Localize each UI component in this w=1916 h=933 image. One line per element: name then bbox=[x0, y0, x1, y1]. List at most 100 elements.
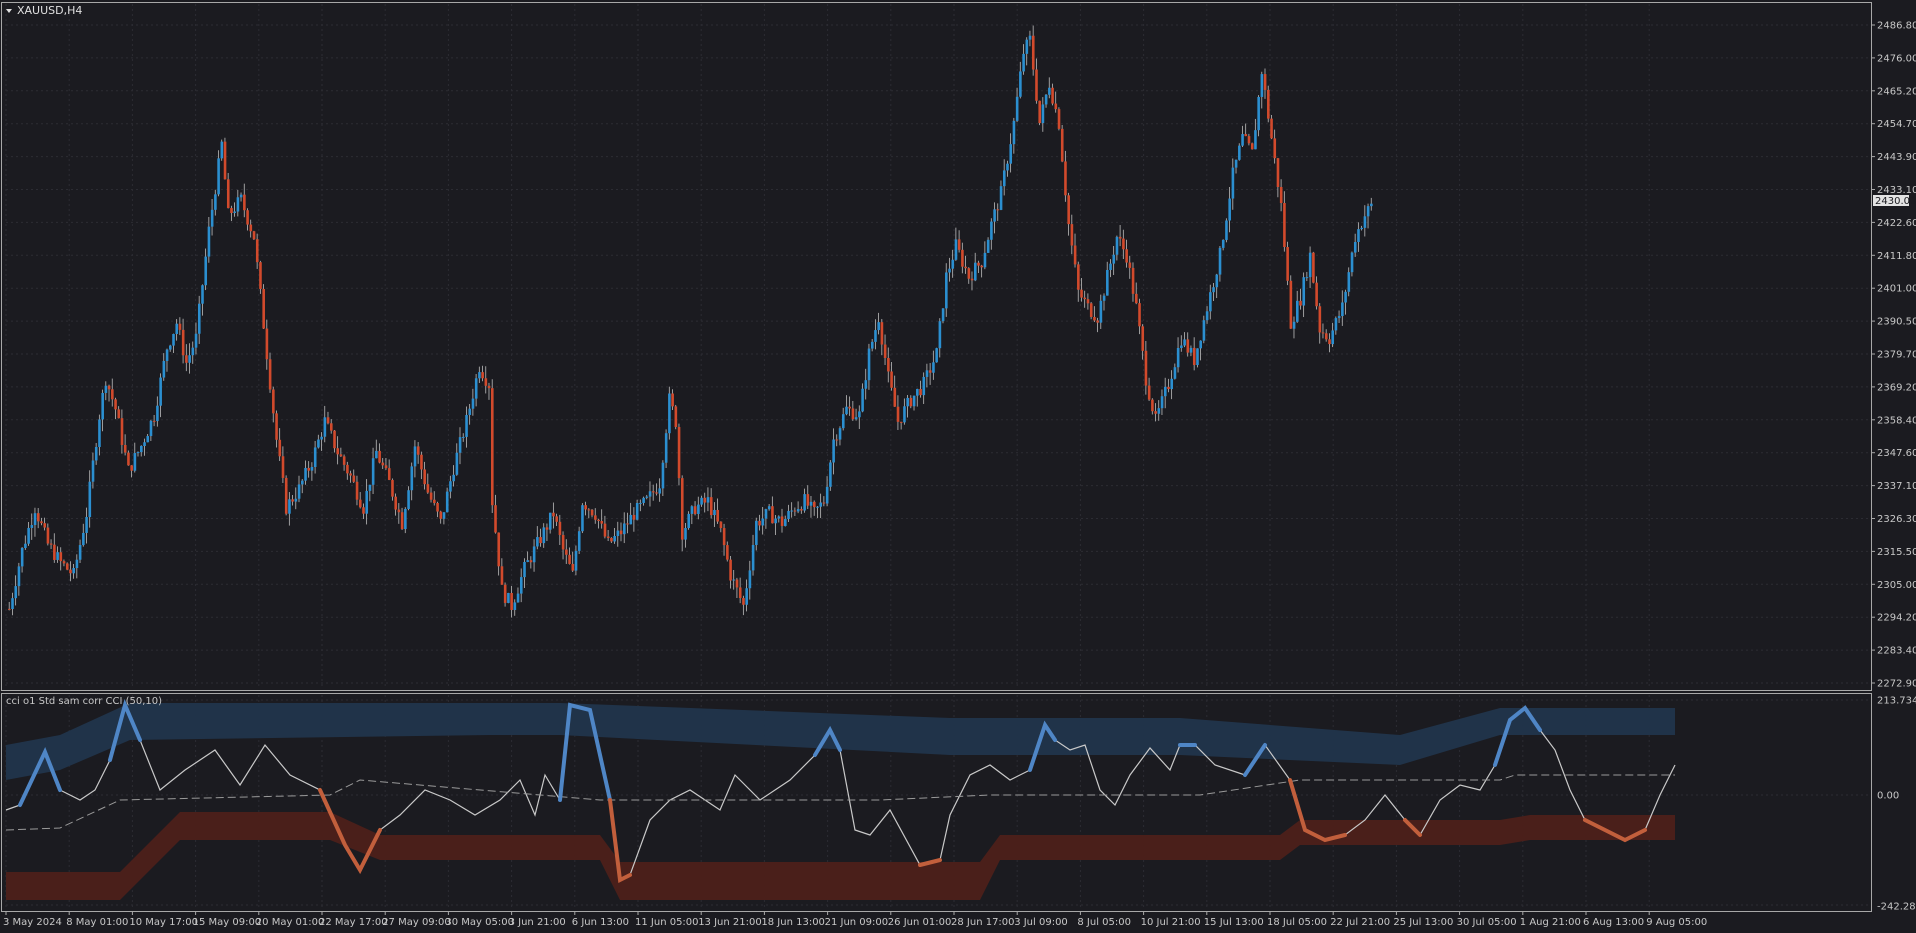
candle-body bbox=[896, 406, 900, 422]
candle-body bbox=[713, 509, 716, 516]
candle-body bbox=[497, 532, 501, 567]
candle-body bbox=[594, 515, 597, 520]
candle-body bbox=[738, 587, 742, 599]
candle-body bbox=[101, 392, 104, 420]
candle-body bbox=[278, 439, 282, 457]
candle-body bbox=[1118, 236, 1122, 239]
time-tick-label: 6 Aug 13:00 bbox=[1583, 917, 1644, 928]
triangle-down-icon[interactable] bbox=[6, 9, 12, 13]
candle-body bbox=[1096, 320, 1099, 323]
candle-body bbox=[1302, 277, 1306, 306]
price-tick-label: 2369.20 bbox=[1877, 382, 1916, 393]
candle-body bbox=[1180, 345, 1183, 349]
candle-body bbox=[558, 521, 562, 535]
candle-body bbox=[1299, 300, 1302, 306]
candle-body bbox=[56, 552, 59, 560]
candle-body bbox=[507, 592, 510, 603]
candle-body bbox=[120, 418, 124, 445]
price-tick-label: 2486.80 bbox=[1877, 21, 1916, 32]
candle-body bbox=[1199, 340, 1202, 349]
candle-body bbox=[742, 598, 745, 605]
candle-body bbox=[629, 514, 633, 525]
candle-body bbox=[1247, 136, 1251, 144]
candle-body bbox=[790, 510, 794, 512]
candle-body bbox=[1170, 378, 1174, 390]
price-tick-label: 2433.10 bbox=[1877, 185, 1916, 196]
price-tick-label: 2422.60 bbox=[1877, 218, 1916, 229]
candle-body bbox=[706, 497, 710, 503]
candle-body bbox=[243, 194, 246, 211]
candle-body bbox=[1315, 282, 1318, 307]
candle-body bbox=[970, 278, 974, 281]
candle-body bbox=[980, 265, 984, 268]
candle-body bbox=[755, 520, 758, 545]
price-tick-label: 2465.20 bbox=[1877, 86, 1916, 97]
candle-body bbox=[1157, 408, 1161, 414]
candle-body bbox=[1025, 39, 1029, 54]
candle-body bbox=[333, 430, 336, 449]
candle-body bbox=[954, 239, 958, 260]
time-tick-label: 10 May 17:00 bbox=[129, 917, 198, 928]
candle-body bbox=[288, 499, 291, 514]
time-tick-label: 15 Jul 13:00 bbox=[1204, 917, 1264, 928]
candle-body bbox=[864, 380, 868, 389]
candle-body bbox=[1060, 128, 1064, 162]
candle-body bbox=[996, 209, 1000, 211]
candle-body bbox=[906, 397, 909, 407]
candle-body bbox=[82, 532, 85, 546]
candle-body bbox=[1241, 134, 1244, 146]
candle-body bbox=[684, 528, 687, 540]
time-tick-label: 25 Jul 13:00 bbox=[1393, 917, 1453, 928]
candle-body bbox=[17, 566, 21, 587]
candle-body bbox=[1089, 303, 1093, 317]
candle-body bbox=[613, 536, 616, 542]
cci-overbought-segment bbox=[1493, 705, 1542, 767]
candle-body bbox=[690, 506, 694, 514]
candle-body bbox=[323, 417, 327, 437]
candle-body bbox=[1305, 277, 1309, 279]
candle-body bbox=[829, 462, 832, 487]
candle-body bbox=[887, 357, 890, 372]
candle-body bbox=[1341, 302, 1344, 317]
candle-body bbox=[175, 323, 179, 334]
candle-body bbox=[1267, 89, 1270, 119]
cci-oversold-segment bbox=[318, 788, 382, 875]
candle-body bbox=[410, 466, 414, 491]
candle-body bbox=[458, 437, 462, 453]
time-tick-label: 8 May 01:00 bbox=[66, 917, 128, 928]
candle-body bbox=[1163, 386, 1167, 397]
candle-body bbox=[230, 208, 233, 213]
time-tick-label: 8 Jul 05:00 bbox=[1077, 917, 1131, 928]
cci-oversold-segment bbox=[1583, 818, 1647, 843]
candle-body bbox=[503, 584, 507, 603]
candle-body bbox=[1160, 396, 1164, 409]
candle-body bbox=[877, 322, 880, 331]
candle-body bbox=[941, 308, 945, 322]
candle-body bbox=[368, 484, 372, 491]
candle-body bbox=[542, 527, 546, 544]
candle-body bbox=[272, 389, 275, 414]
candle-body bbox=[1324, 333, 1328, 340]
candle-body bbox=[893, 387, 897, 407]
candle-body bbox=[825, 486, 829, 504]
candle-body bbox=[358, 499, 362, 508]
candle-body bbox=[1228, 198, 1231, 221]
cci-oversold-segment bbox=[1288, 778, 1347, 843]
price-tick-label: 2283.40 bbox=[1877, 646, 1916, 657]
candle-body bbox=[822, 502, 826, 504]
candle-body bbox=[668, 393, 671, 434]
candle-body bbox=[217, 158, 220, 195]
candle-body bbox=[867, 348, 871, 381]
candle-body bbox=[349, 473, 352, 476]
candle-body bbox=[30, 525, 34, 528]
candle-body bbox=[455, 452, 459, 475]
candle-body bbox=[561, 534, 565, 550]
candle-body bbox=[85, 517, 88, 533]
candle-body bbox=[1035, 69, 1038, 101]
candle-body bbox=[188, 355, 191, 363]
candle-body bbox=[571, 563, 575, 571]
candle-body bbox=[320, 436, 323, 440]
candle-body bbox=[265, 328, 269, 360]
